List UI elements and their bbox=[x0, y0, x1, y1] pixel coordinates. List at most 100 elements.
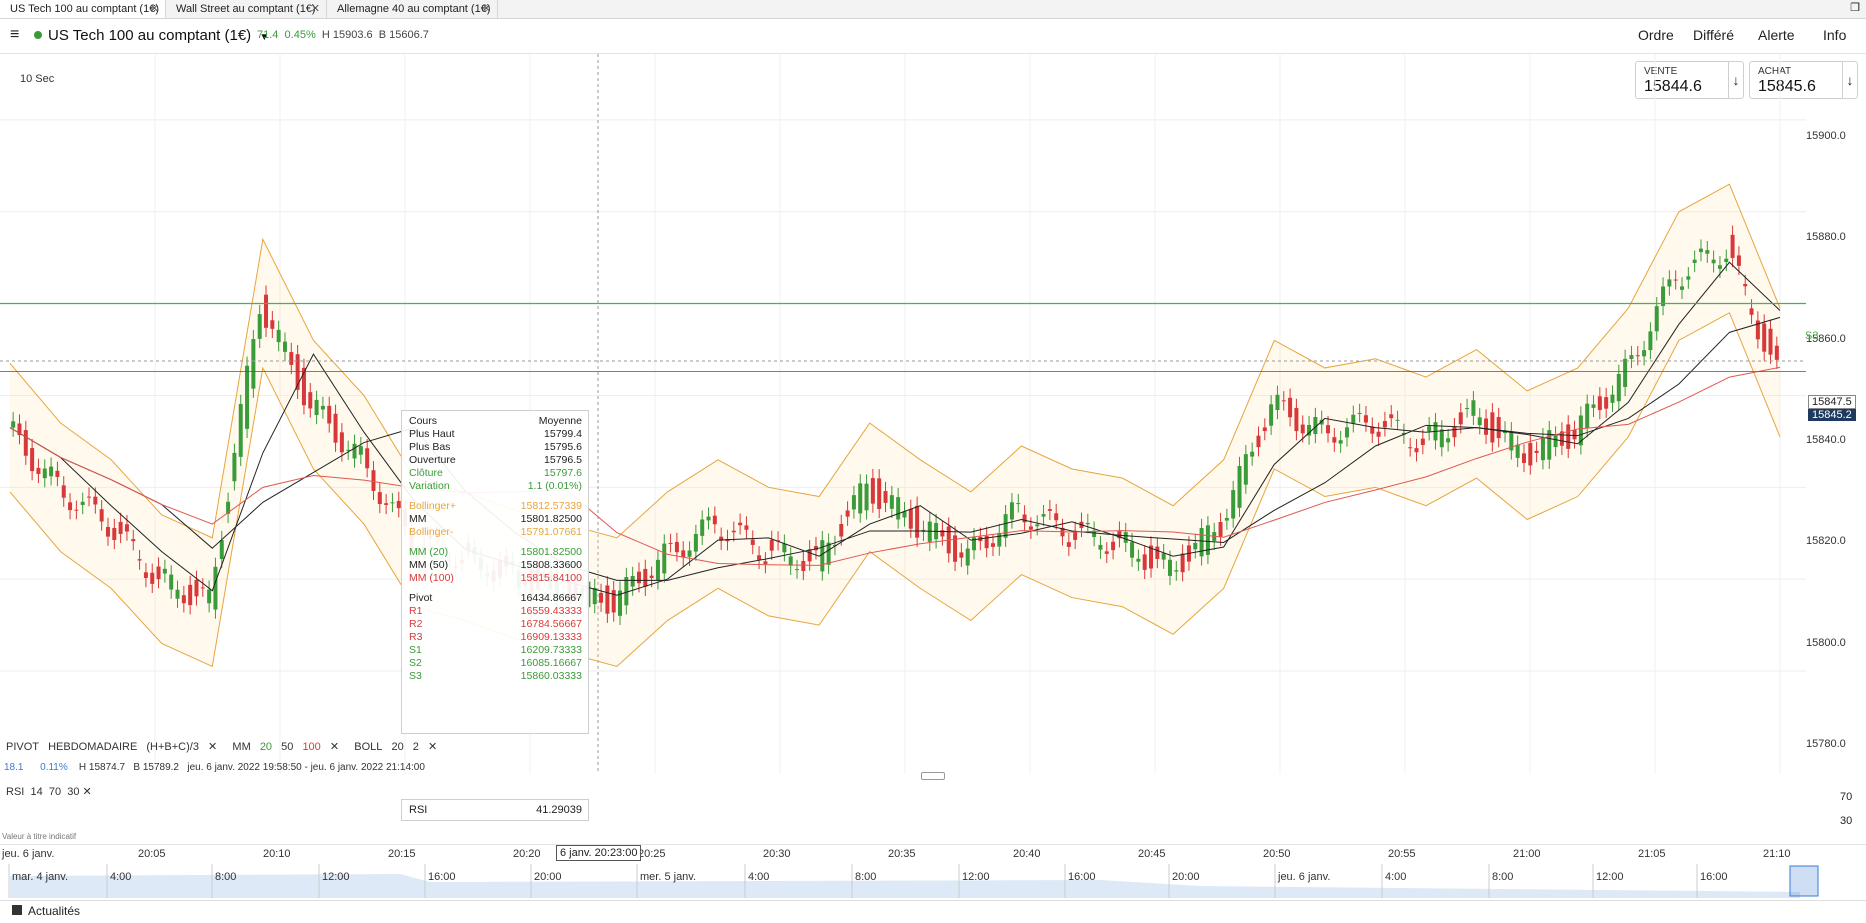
candle-body bbox=[358, 446, 363, 455]
candle-body bbox=[1142, 554, 1147, 570]
candle-body bbox=[630, 576, 635, 587]
candle-body bbox=[384, 503, 389, 505]
rsi-tooltip-label: RSI bbox=[409, 804, 428, 816]
period-high: H 15874.7 bbox=[78, 762, 126, 773]
menu-alerte[interactable]: Alerte bbox=[1758, 27, 1795, 43]
candle-body bbox=[87, 496, 92, 498]
news-bar[interactable]: Actualités bbox=[0, 900, 1866, 923]
candle-body bbox=[74, 509, 79, 511]
candle-body bbox=[1326, 425, 1331, 434]
rsi-oversold: 30 bbox=[67, 786, 80, 798]
candle-body bbox=[1174, 570, 1179, 572]
time-tick: 20:35 bbox=[888, 848, 916, 860]
time-navigator[interactable]: mar. 4 janv. 4:00 8:00 12:00 16:00 20:00 mer. … bbox=[0, 864, 1866, 898]
interval-label[interactable]: 10 Sec bbox=[20, 73, 55, 85]
menu-differe[interactable]: Différé bbox=[1693, 27, 1734, 43]
price-chart[interactable] bbox=[0, 54, 1866, 774]
candle-body bbox=[36, 467, 41, 474]
candle-body bbox=[112, 527, 117, 540]
tooltip-value: Moyenne bbox=[538, 415, 582, 427]
close-icon[interactable]: ✕ bbox=[82, 786, 92, 798]
close-icon[interactable]: ✕ bbox=[427, 741, 438, 753]
tab-wall-street[interactable]: Wall Street au comptant (1€) ✕ bbox=[166, 0, 327, 18]
hamburger-menu-icon[interactable]: ≡ bbox=[10, 26, 20, 43]
bid-price-tag: 15847.5 bbox=[1808, 395, 1856, 409]
arrow-down-icon: ↓ bbox=[1728, 62, 1743, 98]
tooltip-row: S1 16209.73333 bbox=[409, 644, 582, 658]
tooltip-row: Pivot 16434.86667 bbox=[409, 592, 582, 606]
candle-body bbox=[624, 577, 629, 606]
candle-body bbox=[1073, 530, 1078, 540]
tooltip-row: Ouverture 15796.5 bbox=[409, 454, 582, 468]
candle-body bbox=[1332, 437, 1337, 443]
candle-body bbox=[333, 413, 338, 443]
instrument-selector[interactable]: US Tech 100 au comptant (1€) ▼ bbox=[48, 27, 269, 44]
tooltip-key: Variation bbox=[409, 480, 450, 492]
close-icon[interactable]: ✕ bbox=[149, 3, 159, 15]
candle-body bbox=[687, 550, 692, 557]
candle-body bbox=[1155, 546, 1160, 559]
candle-body bbox=[1130, 542, 1135, 558]
tab-us-tech-100[interactable]: US Tech 100 au comptant (1€) ✕ bbox=[0, 0, 166, 18]
candle-body bbox=[845, 510, 850, 517]
change-value: 71.4 bbox=[257, 29, 279, 41]
candle-body bbox=[592, 588, 597, 605]
sell-price-box[interactable]: VENTE 15844.6 ↓ bbox=[1635, 61, 1744, 99]
navigator-tick: 8:00 bbox=[215, 871, 236, 883]
candle-body bbox=[1452, 427, 1457, 438]
tooltip-row: R1 16559.43333 bbox=[409, 605, 582, 619]
candle-body bbox=[327, 405, 332, 424]
candle-body bbox=[820, 540, 825, 572]
time-tick: 20:25 bbox=[638, 848, 666, 860]
close-icon[interactable]: ✕ bbox=[208, 741, 218, 753]
market-open-status-icon bbox=[34, 31, 42, 39]
popout-icon[interactable]: ❐ bbox=[1850, 2, 1860, 14]
candle-body bbox=[706, 516, 711, 521]
candle-body bbox=[1262, 427, 1267, 432]
tooltip-key: MM (50) bbox=[409, 559, 449, 571]
candle-body bbox=[1256, 435, 1261, 448]
candle-body bbox=[1648, 331, 1653, 351]
y-tick: 15860.0 bbox=[1806, 333, 1846, 345]
candle-body bbox=[832, 544, 837, 547]
tab-bar: US Tech 100 au comptant (1€) ✕ Wall Stre… bbox=[0, 0, 1866, 19]
tooltip-key: MM (20) bbox=[409, 546, 449, 558]
candle-body bbox=[1458, 412, 1463, 425]
tooltip-value: 15799.4 bbox=[544, 428, 582, 440]
arrow-down-icon: ↓ bbox=[1842, 62, 1857, 98]
candle-body bbox=[681, 550, 686, 558]
candle-body bbox=[1098, 544, 1103, 550]
candle-body bbox=[940, 530, 945, 537]
buy-value: 15845.6 bbox=[1758, 78, 1816, 95]
close-icon[interactable]: ✕ bbox=[310, 3, 320, 15]
candle-body bbox=[896, 497, 901, 520]
candle-body bbox=[1629, 355, 1634, 359]
candle-body bbox=[124, 524, 129, 532]
candle-body bbox=[1376, 431, 1381, 437]
menu-ordre[interactable]: Ordre bbox=[1638, 27, 1674, 43]
candle-body bbox=[1591, 404, 1596, 408]
close-icon[interactable]: ✕ bbox=[481, 3, 491, 15]
sell-value: 15844.6 bbox=[1644, 78, 1702, 95]
candle-body bbox=[1673, 279, 1678, 281]
buy-price-box[interactable]: ACHAT 15845.6 ↓ bbox=[1749, 61, 1858, 99]
candle-body bbox=[301, 367, 306, 406]
menu-info[interactable]: Info bbox=[1823, 27, 1847, 43]
navigator-window-handle[interactable] bbox=[1789, 865, 1819, 897]
tooltip-row: MM 15801.82500 bbox=[409, 513, 582, 527]
candle-body bbox=[1604, 397, 1609, 409]
navigator-tick: 16:00 bbox=[1700, 871, 1728, 883]
candle-body bbox=[1616, 373, 1621, 402]
tab-allemagne-40[interactable]: Allemagne 40 au comptant (1€) ✕ bbox=[327, 0, 498, 18]
candle-body bbox=[232, 452, 237, 482]
bollinger-upper-line bbox=[9, 183, 1781, 539]
candle-body bbox=[908, 508, 913, 529]
candle-body bbox=[68, 502, 73, 511]
candle-body bbox=[1193, 542, 1198, 550]
candle-body bbox=[1054, 513, 1059, 521]
pane-resize-handle[interactable] bbox=[921, 772, 945, 780]
candle-body bbox=[1066, 542, 1071, 547]
candle-body bbox=[1661, 286, 1666, 307]
boll-period: 20 bbox=[391, 741, 404, 753]
close-icon[interactable]: ✕ bbox=[329, 741, 340, 753]
